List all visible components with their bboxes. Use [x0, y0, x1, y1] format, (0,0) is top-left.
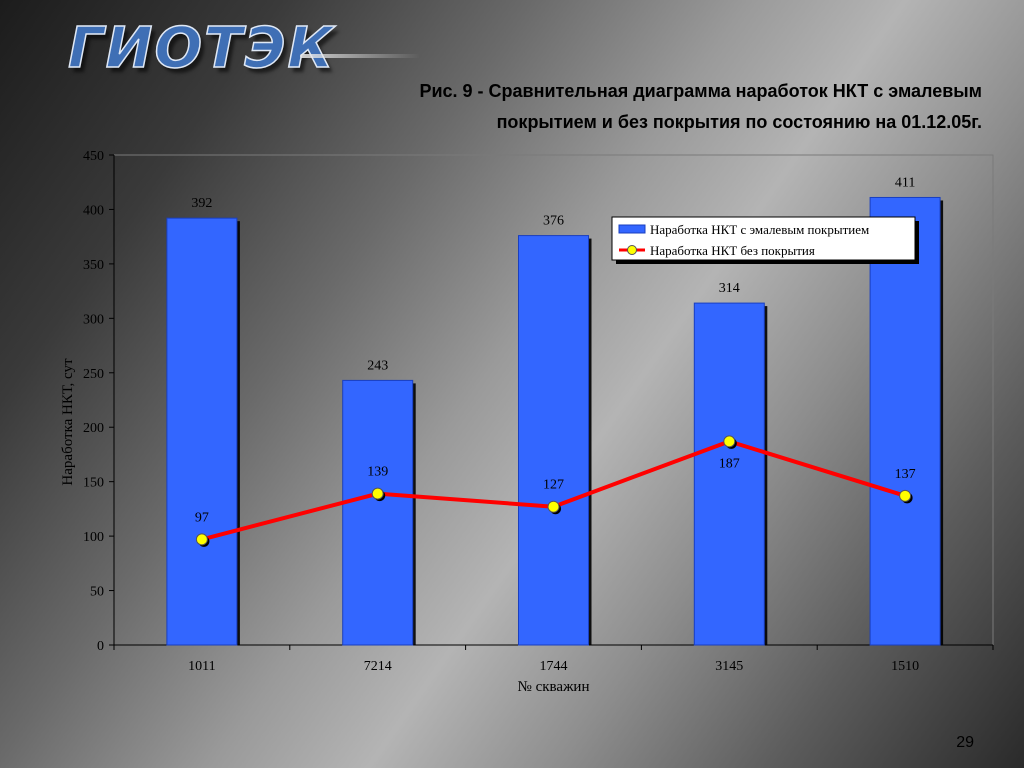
line-point: [899, 489, 912, 502]
legend: Наработка НКТ с эмалевым покрытием Нарабо…: [611, 216, 919, 264]
x-tick-label: 1510: [891, 659, 919, 674]
title-line-1: Рис. 9 - Сравнительная диаграмма наработ…: [419, 81, 982, 101]
bar: [869, 196, 941, 646]
bar: [342, 379, 414, 646]
bar-data-label: 411: [895, 175, 915, 190]
legend-swatch-marker: [627, 245, 637, 255]
line-point: [723, 435, 736, 448]
legend-label: Наработка НКТ с эмалевым покрытием: [650, 222, 869, 237]
slide-title: Рис. 9 - Сравнительная диаграмма наработ…: [282, 76, 982, 138]
line-data-label: 187: [719, 456, 740, 471]
y-tick-label: 300: [83, 312, 104, 327]
line-data-label: 137: [895, 467, 916, 482]
y-tick-label: 200: [83, 421, 104, 436]
bar: [693, 302, 765, 646]
line-data-label: 127: [543, 478, 564, 493]
bar: [166, 217, 238, 646]
legend-swatch-bar: [618, 224, 646, 234]
y-tick-label: 0: [97, 639, 104, 654]
line-series: 97 139 127 187 137: [195, 435, 916, 547]
bar-data-label: 243: [367, 358, 388, 373]
y-tick-label: 50: [90, 585, 104, 600]
x-tick-label: 1744: [540, 659, 568, 674]
bar-data-label: 392: [191, 196, 212, 211]
line-point: [195, 533, 208, 546]
legend-label: Наработка НКТ без покрытия: [650, 243, 815, 258]
y-axis-title: Наработка НКТ, сут: [60, 358, 76, 486]
y-tick-label: 250: [83, 367, 104, 382]
bar: [518, 235, 589, 646]
bar-data-label: 376: [543, 214, 564, 229]
legend-box: [611, 216, 916, 261]
line-data-label: 139: [367, 465, 388, 480]
line-data-label: 97: [195, 510, 209, 525]
y-tick-label: 450: [83, 149, 104, 164]
x-tick-label: 1011: [188, 659, 215, 674]
x-tick-label: 7214: [364, 659, 392, 674]
y-tick-label: 100: [83, 530, 104, 545]
company-logo: ГИОТЭК: [67, 15, 336, 82]
y-tick-label: 150: [83, 476, 104, 491]
line-point: [371, 487, 384, 500]
x-tick-label: 3145: [715, 659, 743, 674]
bar-data-label: 314: [719, 281, 740, 296]
line-point: [547, 500, 560, 513]
title-line-2: покрытием и без покрытия по состоянию на…: [496, 112, 982, 132]
page-number: 29: [956, 734, 974, 751]
y-tick-label: 400: [83, 203, 104, 218]
x-axis: 1011 7214 1744 3145 1510: [113, 644, 994, 674]
y-tick-label: 350: [83, 258, 104, 273]
logo-swoosh: [300, 54, 420, 58]
y-axis: 0 50 100 150 200 250 300 350 400 450: [83, 149, 115, 654]
x-axis-title: № скважин: [518, 679, 590, 695]
bar-series: 392 243 376 314 411: [166, 175, 944, 646]
